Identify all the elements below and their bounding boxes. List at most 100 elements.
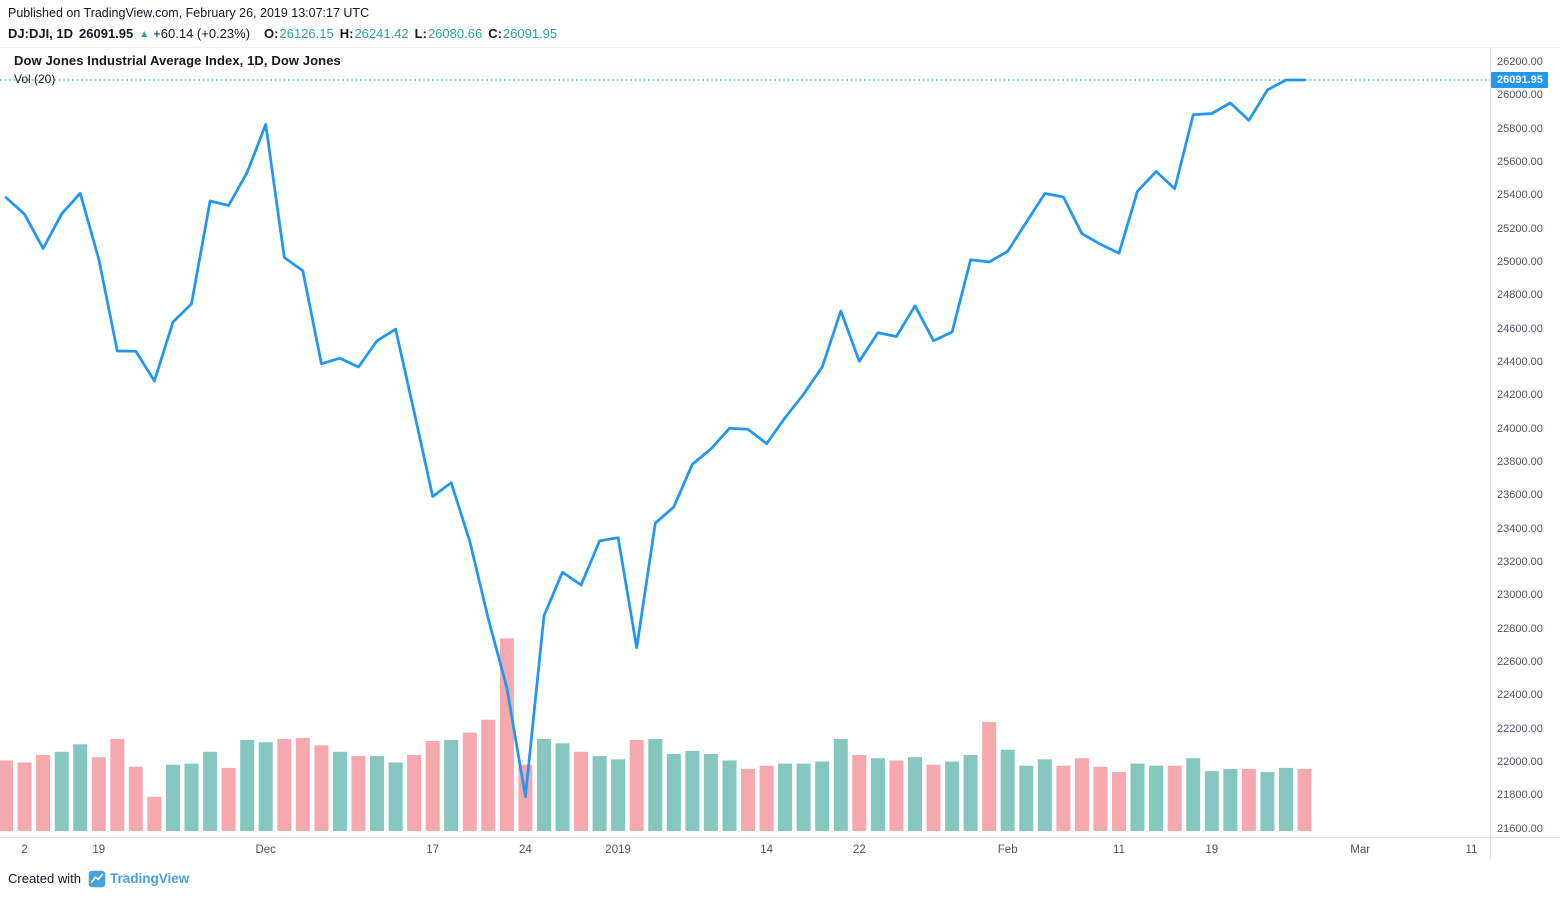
price-axis-label: 25000.00 bbox=[1497, 256, 1543, 268]
volume-bar bbox=[499, 638, 514, 831]
volume-bar bbox=[295, 737, 310, 831]
volume-bar bbox=[592, 756, 607, 831]
price-axis-label: 23000.00 bbox=[1497, 589, 1543, 602]
volume-bar bbox=[221, 767, 236, 831]
tradingview-logo-icon bbox=[88, 870, 106, 887]
volume-bar bbox=[407, 755, 422, 831]
volume-bar bbox=[1241, 768, 1256, 831]
volume-bar bbox=[963, 755, 978, 831]
volume-bar bbox=[778, 763, 793, 831]
price-axis-label: 23200.00 bbox=[1497, 556, 1543, 568]
volume-bar bbox=[982, 721, 997, 831]
time-axis-label: 24 bbox=[518, 844, 532, 856]
volume-bar bbox=[1056, 765, 1071, 831]
time-axis-label: 11 bbox=[1465, 844, 1478, 856]
tradingview-link[interactable]: TradingView bbox=[88, 870, 189, 888]
price-axis-label: 25200.00 bbox=[1497, 222, 1543, 235]
volume-bar bbox=[73, 744, 88, 831]
volume-bar bbox=[481, 719, 496, 831]
time-axis-label: 19 bbox=[92, 844, 106, 856]
price-axis-label: 21800.00 bbox=[1497, 789, 1543, 802]
volume-bar bbox=[629, 740, 644, 831]
volume-bar bbox=[332, 751, 347, 831]
high-label: H: bbox=[339, 26, 354, 41]
volume-bar bbox=[741, 768, 755, 831]
price-axis-label: 22800.00 bbox=[1497, 622, 1543, 635]
time-axis-label: 14 bbox=[760, 844, 773, 856]
price-axis-label: 25400.00 bbox=[1497, 189, 1543, 202]
time-axis-label: Mar bbox=[1350, 844, 1371, 856]
volume-bar bbox=[128, 766, 143, 831]
volume-bar bbox=[685, 750, 700, 832]
volume-bar bbox=[36, 755, 51, 831]
price-axis-label: 26000.00 bbox=[1497, 89, 1543, 102]
volume-bar bbox=[54, 751, 69, 831]
open-label: O: bbox=[264, 26, 279, 41]
volume-bar bbox=[184, 763, 199, 831]
volume-bar bbox=[110, 739, 125, 831]
price-axis-label: 23400.00 bbox=[1497, 522, 1543, 535]
price-axis-label: 24400.00 bbox=[1497, 356, 1543, 368]
volume-bar bbox=[555, 743, 570, 831]
volume-bar bbox=[1093, 766, 1108, 831]
open-value: 26126.15 bbox=[279, 26, 334, 41]
volume-bar bbox=[722, 760, 737, 831]
up-arrow-icon: ▲ bbox=[139, 29, 150, 40]
chart-title: Dow Jones Industrial Average Index, 1D, … bbox=[14, 53, 341, 68]
price-chart[interactable] bbox=[0, 48, 1490, 837]
price-axis-label: 22000.00 bbox=[1497, 756, 1543, 768]
volume-bar bbox=[796, 763, 811, 831]
price-axis[interactable]: 26091.95 26200.00 26000.00 25800.00 25600.0… bbox=[1491, 48, 1560, 837]
price-axis-label: 24200.00 bbox=[1497, 389, 1543, 402]
volume-bar bbox=[611, 759, 626, 831]
chart-region: Dow Jones Industrial Average Index, 1D, … bbox=[0, 47, 1560, 860]
volume-bar bbox=[1186, 758, 1201, 831]
time-axis[interactable]: 2 19 Dec 17 24 2019 14 22 Feb 11 19 Mar 11 bbox=[0, 838, 1490, 861]
volume-bar bbox=[889, 760, 904, 831]
volume-bar bbox=[351, 756, 366, 831]
volume-bar bbox=[1000, 749, 1015, 831]
volume-bar bbox=[203, 751, 218, 831]
volume-bar bbox=[462, 732, 477, 831]
price-axis-separator bbox=[1490, 48, 1491, 860]
volume-indicator-label[interactable]: Vol (20) bbox=[14, 72, 56, 86]
price-line-series bbox=[4, 78, 1306, 799]
volume-bar bbox=[0, 760, 13, 831]
price-axis-label: 24600.00 bbox=[1497, 322, 1543, 335]
volume-bar bbox=[147, 796, 162, 831]
volume-bar bbox=[1019, 765, 1034, 831]
volume-bar bbox=[1223, 768, 1238, 831]
volume-bar bbox=[1149, 765, 1164, 831]
volume-bar bbox=[1074, 758, 1089, 831]
volume-bar bbox=[314, 745, 329, 831]
price-change: +60.14 (+0.23%) bbox=[153, 26, 251, 41]
ticker-line: DJ:DJI, 1D 26091.95 ▲ +60.14 (+0.23%) O:… bbox=[0, 25, 1560, 47]
published-line: Published on TradingView.com, February 2… bbox=[8, 6, 370, 20]
volume-bar bbox=[444, 740, 459, 831]
time-axis-label: 19 bbox=[1205, 844, 1219, 856]
pane-title: Dow Jones Industrial Average Index, 1D, … bbox=[14, 53, 341, 86]
time-axis-label: 2019 bbox=[605, 844, 631, 856]
volume-bar bbox=[1112, 772, 1126, 831]
price-axis-label: 23800.00 bbox=[1497, 456, 1543, 468]
volume-bar bbox=[1167, 765, 1182, 831]
volume-bar bbox=[1037, 759, 1052, 831]
low-value: 26080.66 bbox=[427, 26, 483, 41]
volume-bar bbox=[1204, 771, 1219, 831]
volume-bar bbox=[574, 751, 589, 831]
volume-bar bbox=[166, 764, 180, 831]
price-axis-label: 24000.00 bbox=[1497, 422, 1543, 435]
volume-bar bbox=[666, 754, 681, 831]
volume-bar bbox=[258, 742, 273, 831]
volume-bar bbox=[277, 739, 292, 831]
last-price-tag: 26091.95 bbox=[1491, 72, 1548, 88]
time-axis-separator bbox=[0, 837, 1560, 838]
low-label: L: bbox=[414, 26, 427, 41]
close-value: 26091.95 bbox=[502, 26, 558, 41]
price-axis-label: 23600.00 bbox=[1497, 489, 1543, 502]
tradingview-brand-text: TradingView bbox=[109, 871, 190, 886]
volume-bar bbox=[852, 755, 867, 831]
high-value: 26241.42 bbox=[354, 26, 409, 41]
volume-bar bbox=[945, 761, 960, 831]
volume-bar bbox=[537, 739, 551, 831]
